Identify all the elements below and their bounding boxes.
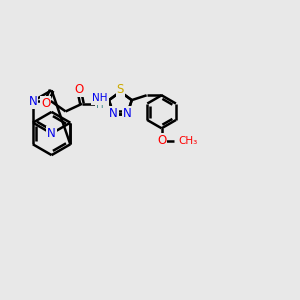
Text: S: S bbox=[117, 83, 124, 96]
Text: O: O bbox=[41, 97, 50, 110]
Text: O: O bbox=[157, 134, 166, 147]
Text: NH: NH bbox=[92, 93, 108, 103]
Text: N: N bbox=[28, 94, 37, 108]
Text: N: N bbox=[123, 107, 132, 120]
Text: CH₃: CH₃ bbox=[179, 136, 198, 146]
Text: O: O bbox=[74, 83, 84, 96]
Text: N: N bbox=[47, 127, 56, 140]
Text: N: N bbox=[109, 107, 118, 120]
Text: H: H bbox=[96, 100, 104, 110]
